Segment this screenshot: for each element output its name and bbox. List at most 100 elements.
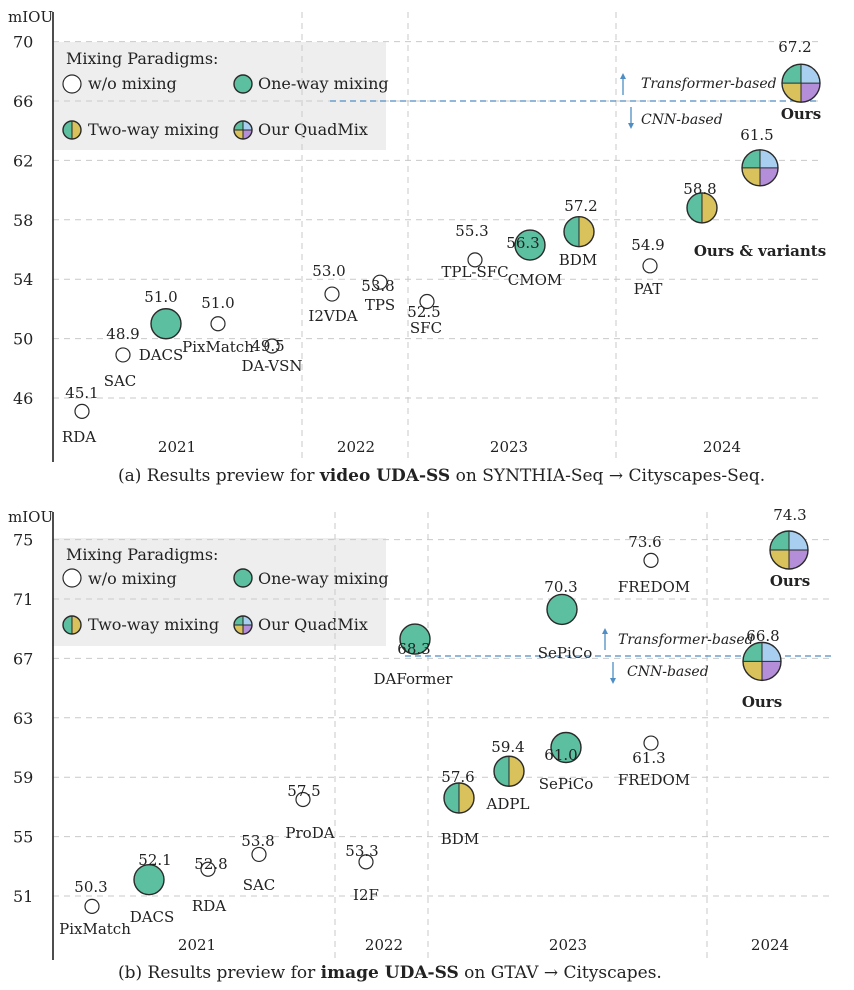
data-point-marker (769, 530, 809, 570)
data-point-marker-q-blue (801, 64, 820, 84)
data-point: 67.2 Ours (778, 38, 821, 123)
legend-marker-our-quadmix-icon (233, 120, 253, 140)
data-point-marker (741, 149, 779, 187)
caption-bold: image UDA-SS (321, 963, 459, 983)
legend-marker-one-way-mixing-icon (233, 74, 253, 94)
year-label: 2021 (178, 936, 216, 954)
year-label: 2024 (751, 936, 789, 954)
data-point-marker-q-gold (782, 83, 801, 103)
data-value-label: 51.0 (201, 294, 234, 312)
data-value-label: 59.4 (491, 738, 524, 756)
method-name-label: SAC (104, 372, 137, 390)
method-name-label: ProDA (285, 824, 334, 842)
y-tick-label: 58 (13, 211, 33, 230)
method-name-label: DACS (130, 908, 175, 926)
data-point: 51.0 PixMatch (182, 294, 254, 356)
data-value-label: 52.8 (194, 855, 227, 873)
legend-label-two-way-mixing: Two-way mixing (88, 120, 219, 139)
method-name-label: I2VDA (308, 307, 357, 325)
data-point-marker (74, 403, 90, 419)
data-point-marker (251, 846, 267, 863)
data-point-marker (643, 552, 659, 568)
data-point-marker (443, 782, 475, 814)
method-name-label: BDM (559, 251, 597, 269)
legend: Mixing Paradigms: w/o mixing One-way mixin… (53, 42, 389, 150)
data-point: 51.0 DACS (139, 288, 184, 364)
data-value-label: 48.9 (106, 325, 139, 343)
data-point-marker-q-purple (789, 549, 808, 569)
legend-marker-our-quadmix-icon-q-teal (234, 616, 243, 625)
legend-label-w-o-mixing: w/o mixing (88, 74, 177, 93)
data-point-marker (264, 338, 280, 354)
figure-caption: (b) Results preview for image UDA-SS on … (118, 963, 662, 983)
legend-marker-our-quadmix-icon-q-blue (243, 616, 252, 625)
data-point-marker (115, 347, 131, 363)
data-point-marker-q-teal (782, 64, 801, 84)
legend-marker-our-quadmix-icon-q-gold (234, 625, 243, 634)
legend-box (53, 42, 386, 150)
data-value-label: 53.0 (312, 262, 345, 280)
figure-caption: (a) Results preview for video UDA-SS on … (118, 466, 765, 486)
legend-marker-w-o-mixing-icon (62, 74, 82, 94)
method-name-label: DA-VSN (241, 357, 302, 375)
data-point: 61.0 SePiCo (539, 731, 593, 793)
data-value-label: 53.8 (241, 832, 274, 850)
data-value-label: 53.8 (361, 277, 394, 295)
data-point-marker (642, 258, 658, 274)
legend-marker-two-way-mixing-icon (62, 120, 82, 140)
y-tick-label: 50 (13, 330, 33, 349)
data-value-label: 54.9 (631, 236, 664, 254)
data-point: 57.2 BDM (559, 197, 598, 269)
method-name-label: BDM (441, 830, 479, 848)
data-point: 45.1 RDA (62, 384, 99, 446)
method-name-label: Ours (742, 693, 782, 711)
method-name-label: Ours (770, 572, 810, 590)
data-point-marker-q-teal (743, 642, 762, 662)
caption-prefix: (b) Results preview for (118, 963, 321, 983)
legend-marker-our-quadmix-icon-q-purple (243, 130, 252, 139)
legend-marker-two-way-mixing-icon-right-half (72, 616, 81, 634)
data-point: 52.8 RDA (192, 855, 228, 915)
data-value-label: 58.8 (683, 180, 716, 198)
data-point: 57.6 BDM (441, 768, 479, 848)
method-name-label: RDA (62, 428, 96, 446)
data-point-marker (467, 252, 483, 268)
data-point: 57.5 ProDA (285, 782, 334, 842)
y-tick-label: 46 (13, 389, 33, 408)
data-point-marker (550, 731, 582, 764)
data-point: 49.5 DA-VSN (241, 337, 302, 375)
legend-label-our-quadmix: Our QuadMix (258, 615, 368, 634)
down-arrowhead-icon (628, 123, 634, 129)
data-point: 61.3 FREDOM (618, 735, 690, 789)
data-point-marker-right-half (509, 756, 524, 787)
year-label: 2023 (549, 936, 587, 954)
data-point-marker-right-half (459, 782, 475, 813)
data-point-marker-left-half (494, 756, 509, 787)
data-point-marker (200, 861, 216, 877)
data-point: 58.8 (683, 180, 718, 224)
cnn-based-label: CNN-based (641, 112, 723, 128)
data-point: 74.3 Ours (769, 506, 810, 590)
legend-marker-w-o-mixing-icon (62, 568, 82, 588)
method-name-label: TPL-SFC (441, 263, 508, 281)
y-tick-label: 75 (13, 531, 33, 550)
legend-marker-our-quadmix-icon-q-teal (234, 121, 243, 130)
y-tick-label: 54 (13, 270, 33, 289)
data-point: 53.8 SAC (241, 832, 275, 894)
data-point-marker-q-gold (742, 167, 760, 186)
data-point-marker (372, 274, 388, 290)
down-arrowhead-icon (610, 678, 616, 684)
legend-marker-our-quadmix-icon-q-purple (243, 625, 252, 634)
data-value-label: 73.6 (628, 533, 661, 551)
method-name-label: SAC (243, 876, 276, 894)
legend-marker-two-way-mixing-icon (62, 615, 82, 635)
data-point-marker-q-purple (801, 83, 820, 103)
year-label: 2024 (703, 438, 741, 456)
y-tick-label: 70 (13, 33, 33, 52)
legend-marker-our-quadmix-icon-q-gold (234, 130, 243, 139)
legend-box (53, 538, 386, 646)
data-point-marker-q-blue (760, 149, 778, 168)
data-value-label: 52.1 (138, 851, 171, 869)
data-point-marker (150, 308, 182, 340)
